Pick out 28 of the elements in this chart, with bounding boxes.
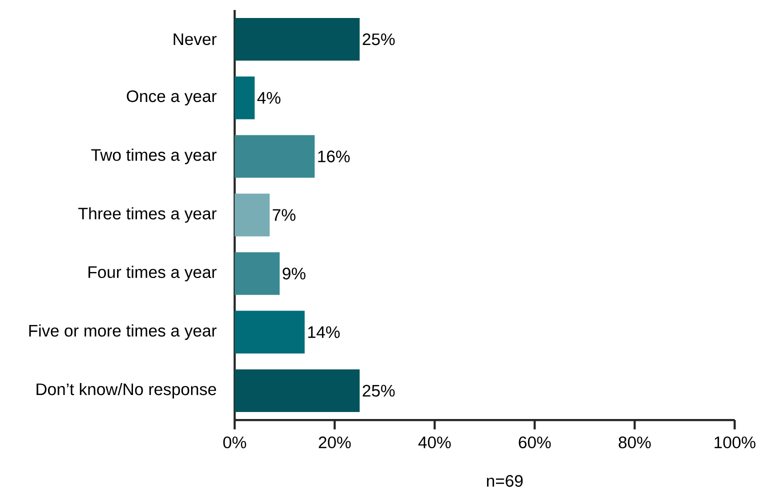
y-tick-label: Three times a year (78, 207, 217, 223)
data-label: 7% (272, 209, 296, 221)
y-tick-label: Two times a year (91, 148, 217, 164)
x-tick-label: 0% (223, 436, 246, 448)
y-tick-label: Once a year (126, 90, 217, 106)
bar (234, 369, 360, 412)
x-tick-label: 80% (618, 436, 651, 448)
bar (234, 18, 360, 61)
bar (234, 310, 305, 354)
x-tick-label: 40% (418, 436, 451, 448)
bar (234, 194, 270, 236)
data-label: 25% (362, 384, 395, 397)
text: n=69 (487, 475, 523, 487)
y-tick-label: Five or more times a year (29, 324, 217, 340)
x-tick-label: 100% (714, 436, 756, 448)
data-label: 9% (282, 268, 306, 280)
y-tick-label: Never (174, 33, 217, 46)
y-tick-label: Four times a year (88, 266, 217, 282)
data-label: 16% (318, 150, 350, 162)
bar (234, 135, 315, 178)
data-label: 14% (308, 326, 340, 338)
x-tick-label: 20% (318, 436, 351, 448)
data-label: 25% (362, 33, 395, 46)
bar (234, 252, 280, 295)
data-label: 4% (257, 92, 280, 104)
bar (234, 76, 255, 120)
x-tick-label: 60% (518, 436, 551, 448)
y-tick-label: Don’t know/No response (36, 382, 216, 398)
